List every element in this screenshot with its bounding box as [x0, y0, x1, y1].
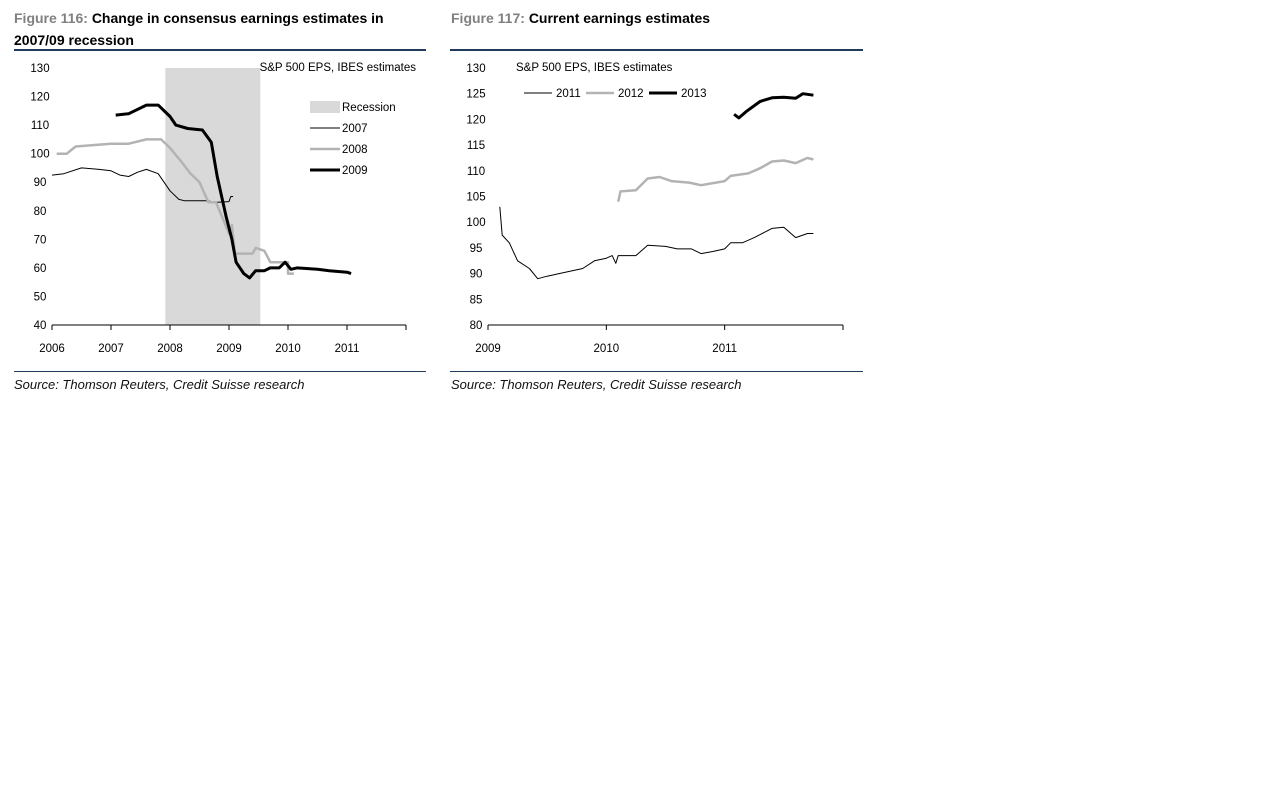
y-tick-label: 90	[34, 177, 47, 189]
legend-label-recession: Recession	[342, 102, 396, 114]
x-tick-label: 2009	[216, 343, 242, 355]
series-line-2013	[733, 92, 814, 120]
source-rule	[14, 371, 426, 372]
series-line-2011	[499, 206, 814, 280]
legend-label-2007: 2007	[342, 123, 368, 135]
y-tick-label: 130	[30, 63, 49, 75]
x-tick-label: 2010	[275, 343, 301, 355]
legend-label-2011: 2011	[556, 88, 581, 100]
figure-117-title: Figure 117: Current earnings estimates	[451, 10, 711, 26]
y-tick-label: 115	[467, 140, 485, 152]
y-tick-label: 95	[470, 243, 483, 255]
x-tick-label: 2007	[98, 343, 124, 355]
legend-label-2012: 2012	[618, 88, 644, 100]
legend-label-2008: 2008	[342, 144, 368, 156]
x-tick-label: 2006	[39, 343, 65, 355]
y-tick-label: 90	[470, 269, 483, 281]
x-tick-label: 2009	[475, 343, 501, 355]
y-tick-label: 40	[34, 320, 47, 332]
y-tick-label: 85	[470, 294, 483, 306]
y-tick-label: 70	[34, 234, 47, 246]
series-line-2012	[616, 156, 814, 202]
y-tick-label: 100	[466, 217, 485, 229]
series-line-2008	[56, 138, 294, 275]
chart-subtitle: S&P 500 EPS, IBES estimates	[260, 62, 417, 74]
x-tick-label: 2008	[157, 343, 183, 355]
x-tick-label: 2011	[335, 343, 360, 355]
source-rule	[450, 371, 863, 372]
series-line-2007	[51, 167, 234, 203]
legend-swatch-recession	[310, 101, 340, 113]
y-tick-label: 100	[30, 149, 49, 161]
title-rule	[450, 49, 863, 51]
y-tick-label: 110	[31, 120, 49, 132]
legend-label-2009: 2009	[342, 165, 368, 177]
y-tick-label: 50	[34, 291, 47, 303]
title-rule	[14, 49, 426, 51]
recession-band	[165, 68, 261, 325]
y-tick-label: 125	[466, 89, 485, 101]
y-tick-label: 120	[466, 114, 485, 126]
figure-117-source: Source: Thomson Reuters, Credit Suisse r…	[451, 377, 742, 392]
chart-subtitle: S&P 500 EPS, IBES estimates	[516, 62, 673, 74]
y-tick-label: 80	[34, 206, 47, 218]
y-tick-label: 60	[34, 263, 47, 275]
y-tick-label: 110	[467, 166, 485, 178]
figure-116-title: Figure 116: Change in consensus earnings…	[14, 10, 384, 48]
x-tick-label: 2011	[712, 343, 737, 355]
legend-label-2013: 2013	[681, 88, 707, 100]
figure-116-source: Source: Thomson Reuters, Credit Suisse r…	[14, 377, 305, 392]
series-line-2009	[115, 103, 352, 280]
y-tick-label: 120	[30, 92, 49, 104]
y-tick-label: 130	[466, 63, 485, 75]
x-tick-label: 2010	[594, 343, 620, 355]
y-tick-label: 105	[466, 192, 485, 204]
y-tick-label: 80	[470, 320, 483, 332]
